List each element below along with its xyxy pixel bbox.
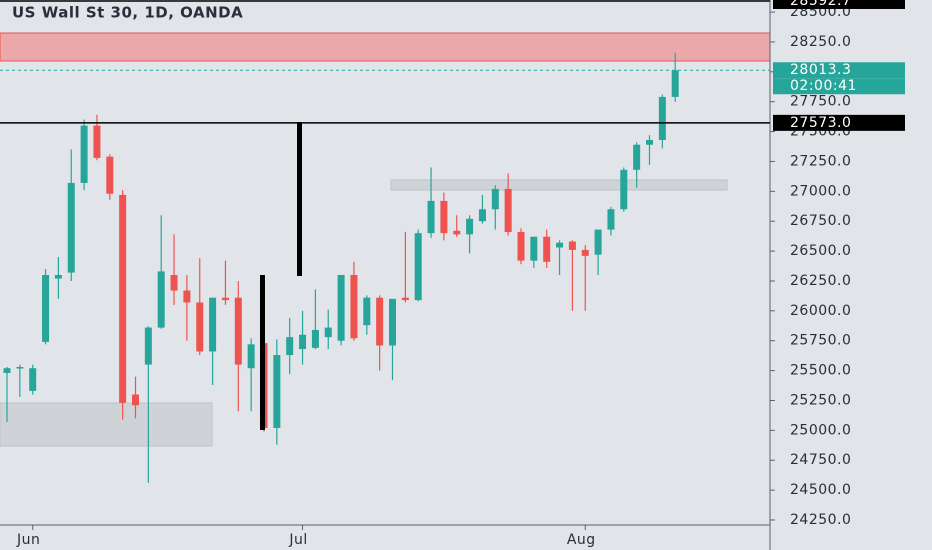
candle-body [196, 302, 204, 352]
candle-body [466, 218, 474, 235]
candle-body [183, 290, 191, 303]
candle-body [401, 297, 409, 301]
candle-body [119, 194, 127, 403]
y-tick-label: 27000.0 [790, 183, 851, 199]
candle-body [453, 230, 461, 235]
candle-body [29, 368, 37, 391]
candle-body [157, 271, 165, 328]
candle-body [16, 367, 24, 369]
candle-body [543, 236, 551, 262]
candle-body [556, 242, 564, 248]
x-tick-label: Jul [288, 532, 307, 548]
candle-body [363, 297, 371, 326]
y-tick-label: 25750.0 [790, 333, 851, 349]
candle-body [273, 355, 281, 428]
y-tick-label: 28250.0 [790, 34, 851, 50]
candle-body [247, 344, 255, 369]
candle-body [67, 182, 75, 273]
candle-body [286, 337, 294, 356]
candle-body [517, 231, 525, 261]
candle-body [414, 233, 422, 301]
candle-body [491, 188, 499, 210]
candle-body [209, 297, 217, 352]
candle-body [42, 274, 50, 342]
y-tick-label: 26500.0 [790, 243, 851, 259]
price-label-box [773, 114, 905, 131]
candle-body [620, 169, 628, 210]
x-tick-label: Aug [567, 532, 596, 548]
countdown: 02:00:41 [790, 78, 857, 94]
price-label: 28592.7 [790, 0, 851, 9]
candle-body [504, 188, 512, 232]
candle-body [311, 329, 319, 348]
candle-body [607, 209, 615, 230]
price-label-box [773, 62, 905, 79]
candle-body [530, 236, 538, 261]
candle-body [93, 125, 101, 158]
y-tick-label: 26750.0 [790, 213, 851, 229]
y-tick-label: 24500.0 [790, 482, 851, 498]
y-tick-label: 24250.0 [790, 512, 851, 528]
candle-body [633, 144, 641, 170]
candle-body [594, 229, 602, 255]
candle-body [350, 274, 358, 339]
candle-body [478, 209, 486, 222]
candle-body [132, 394, 139, 406]
candle-body [568, 241, 576, 250]
y-tick-label: 26000.0 [790, 303, 851, 319]
y-tick-label: 25250.0 [790, 392, 851, 408]
price-label: 27573.0 [790, 115, 851, 131]
candle-body [427, 200, 435, 234]
y-tick-label: 24750.0 [790, 452, 851, 468]
drawn-vertical-line [260, 275, 265, 430]
candle-body [299, 334, 307, 350]
supply-zone [0, 32, 771, 62]
price-label: 28013.3 [790, 62, 851, 78]
grey-zone [0, 402, 213, 447]
candle-body [581, 249, 589, 256]
candle-body [54, 274, 62, 279]
candle-body [671, 70, 679, 97]
y-tick-label: 26250.0 [790, 273, 851, 289]
y-tick-label: 25000.0 [790, 422, 851, 438]
candle-body [144, 327, 152, 365]
grey-zone [390, 179, 728, 191]
candle-body [440, 200, 448, 234]
price-label-box [773, 0, 905, 9]
chart-title: US Wall St 30, 1D, OANDA [12, 4, 243, 22]
candle-body [221, 297, 229, 301]
candle-body [337, 274, 345, 341]
candle-body [646, 139, 653, 145]
y-tick-label: 25500.0 [790, 363, 851, 379]
candle-body [80, 125, 88, 183]
candle-body [170, 274, 178, 291]
y-tick-label: 27250.0 [790, 153, 851, 169]
candle-body [106, 156, 114, 194]
candle-body [658, 96, 666, 140]
candle-body [376, 297, 384, 346]
countdown-box [773, 78, 905, 95]
candle-body [234, 297, 242, 365]
drawn-vertical-line [297, 122, 302, 276]
candle-body [3, 368, 11, 373]
x-tick-label: Jun [16, 532, 40, 548]
y-tick-label: 27750.0 [790, 94, 851, 110]
candle-body [324, 327, 332, 338]
candle-body [389, 298, 396, 346]
